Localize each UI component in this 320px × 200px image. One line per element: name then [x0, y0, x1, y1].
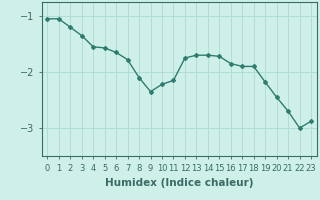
- X-axis label: Humidex (Indice chaleur): Humidex (Indice chaleur): [105, 178, 253, 188]
